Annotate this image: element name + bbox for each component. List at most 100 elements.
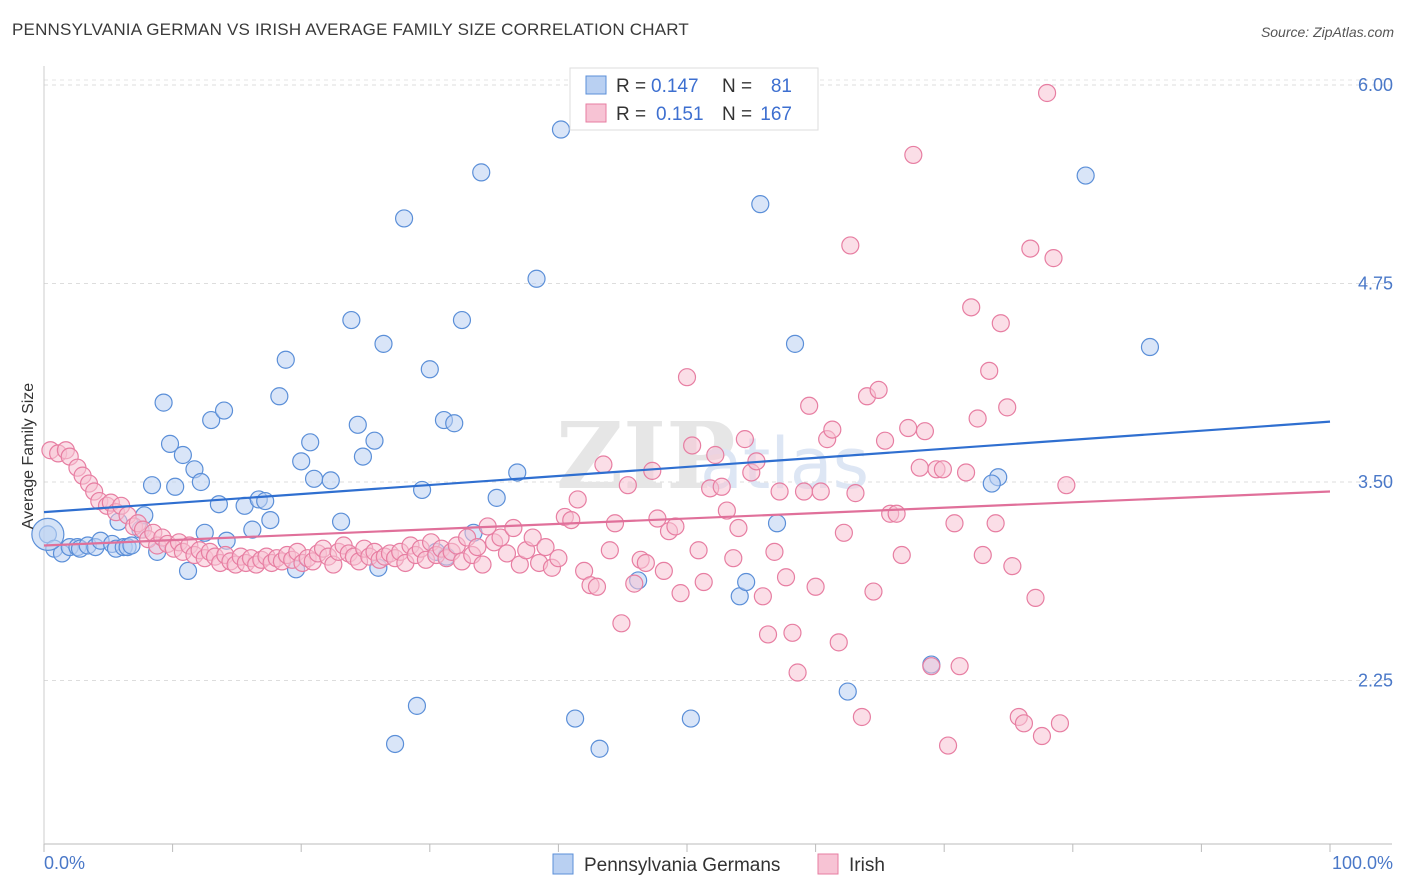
point-pennsylvania-germans — [590, 739, 609, 758]
point-irish — [729, 518, 748, 538]
point-irish — [899, 418, 918, 438]
point-irish — [811, 482, 830, 501]
point-pennsylvania-germans — [1140, 337, 1160, 357]
point-pennsylvania-germans — [214, 401, 234, 420]
point-pennsylvania-germans — [331, 512, 351, 531]
point-irish — [758, 625, 778, 644]
point-irish — [938, 736, 958, 755]
point-pennsylvania-germans — [178, 561, 198, 581]
bottom-legend: Pennsylvania Germans Irish — [552, 853, 885, 876]
point-irish — [973, 545, 992, 565]
point-pennsylvania-germans — [838, 682, 857, 701]
point-irish — [986, 514, 1005, 533]
point-pennsylvania-germans — [412, 480, 432, 500]
point-irish — [568, 490, 587, 509]
point-irish — [491, 528, 510, 547]
point-irish — [980, 361, 999, 380]
point-irish — [991, 314, 1010, 333]
point-irish — [636, 553, 655, 573]
point-pennsylvania-germans — [407, 696, 427, 715]
point-pennsylvania-germans — [353, 447, 373, 466]
point-irish — [677, 368, 697, 387]
point-irish — [724, 549, 743, 568]
point-pennsylvania-germans — [142, 476, 162, 495]
point-pennsylvania-germans — [566, 709, 585, 728]
point-irish — [904, 145, 923, 165]
point-irish — [497, 544, 517, 563]
data-points — [31, 83, 1160, 758]
point-irish — [968, 409, 987, 428]
point-irish — [783, 623, 802, 642]
legend-swatch-pennsylvania-germans — [585, 75, 607, 95]
x-axis-ticks — [43, 844, 1331, 852]
point-pennsylvania-germans — [681, 709, 700, 728]
point-irish — [1057, 476, 1076, 495]
point-pennsylvania-germans — [154, 393, 173, 412]
point-irish — [945, 514, 964, 533]
y-axis-title: Average Family Size — [20, 383, 37, 530]
legend-r-value-2: 0.151 — [656, 104, 704, 125]
point-irish — [962, 298, 981, 317]
point-pennsylvania-germans — [445, 414, 464, 433]
point-irish — [473, 555, 492, 574]
legend-r-value-1: 0.147 — [651, 76, 699, 97]
trend-lines — [43, 420, 1331, 547]
trend-line-pennsylvania-germans — [43, 420, 1331, 514]
point-irish — [612, 614, 631, 633]
bottom-legend-swatch-pennsylvania-germans — [552, 853, 574, 875]
point-irish — [536, 537, 555, 557]
legend-n-label-1: N = — [722, 76, 752, 97]
point-pennsylvania-germans — [195, 523, 214, 542]
point-irish — [562, 510, 581, 530]
point-pennsylvania-germans — [394, 209, 414, 228]
point-pennsylvania-germans — [374, 334, 393, 353]
point-irish — [806, 577, 825, 596]
point-irish — [1021, 239, 1040, 258]
point-irish — [706, 445, 725, 465]
point-irish — [594, 455, 613, 474]
point-irish — [956, 463, 976, 482]
point-irish — [800, 396, 819, 415]
point-irish — [1044, 249, 1063, 268]
point-pennsylvania-germans — [508, 463, 527, 482]
point-pennsylvania-germans — [982, 474, 1001, 493]
point-irish — [1037, 83, 1057, 103]
point-irish — [600, 541, 619, 560]
point-irish — [689, 541, 708, 560]
point-pennsylvania-germans — [160, 434, 180, 453]
point-pennsylvania-germans — [785, 334, 805, 353]
point-pennsylvania-germans — [551, 120, 571, 139]
x-tick-label-max: 100.0% — [1332, 853, 1393, 873]
point-irish — [468, 537, 487, 557]
point-irish — [1050, 714, 1070, 733]
point-irish — [712, 477, 731, 496]
x-tick-label-min: 0.0% — [44, 853, 85, 873]
y-tick-label: 2.25 — [1358, 670, 1393, 690]
legend-frame — [569, 67, 819, 131]
grid-lines — [44, 79, 1392, 681]
point-pennsylvania-germans — [202, 410, 221, 430]
point-pennsylvania-germans — [321, 471, 340, 490]
point-pennsylvania-germans — [270, 387, 289, 406]
point-irish — [504, 518, 523, 538]
point-pennsylvania-germans — [348, 415, 367, 434]
point-pennsylvania-germans — [304, 469, 324, 488]
point-irish — [864, 582, 883, 601]
point-pennsylvania-germans — [527, 269, 546, 288]
legend-swatch-irish — [585, 103, 607, 123]
point-irish — [998, 398, 1017, 417]
legend-n-value-2: 167 — [760, 104, 792, 125]
point-irish — [770, 482, 789, 501]
point-irish — [875, 431, 895, 450]
legend-r-label-2: R = — [616, 104, 646, 125]
bottom-legend-label-pennsylvania-germans: Pennsylvania Germans — [584, 855, 780, 876]
point-irish — [887, 504, 906, 523]
point-irish — [753, 587, 772, 606]
legend-r-label-1: R = — [616, 76, 646, 97]
point-irish — [823, 420, 842, 439]
source-credit: Source: ZipAtlas.com — [1260, 24, 1394, 40]
point-pennsylvania-germans — [243, 520, 262, 539]
point-pennsylvania-germans — [342, 310, 361, 330]
point-irish — [1032, 726, 1052, 746]
